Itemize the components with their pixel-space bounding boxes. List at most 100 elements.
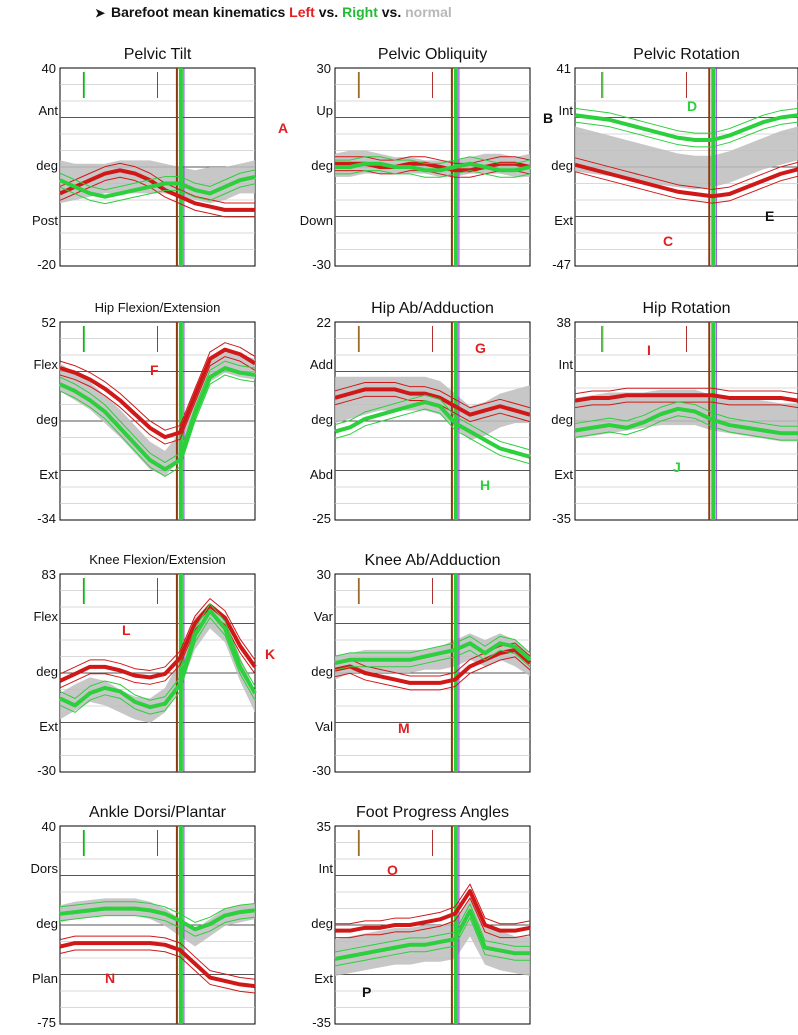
annotation-j: J bbox=[673, 459, 681, 475]
y-axis-label: Up bbox=[316, 102, 333, 118]
left-series-mean-line bbox=[334, 647, 532, 685]
page-header: ➤ Barefoot mean kinematics Left vs. Right… bbox=[95, 4, 452, 26]
left-series-sd-line bbox=[59, 598, 256, 675]
y-axis-label: deg bbox=[551, 412, 573, 427]
header-normal-label: normal bbox=[405, 4, 452, 20]
y-max-label: 41 bbox=[556, 61, 571, 76]
y-axis-label: Post bbox=[31, 213, 58, 229]
right-series-mean-line bbox=[574, 406, 798, 436]
normal-band bbox=[335, 376, 530, 440]
y-min-label: -25 bbox=[312, 511, 331, 526]
right-series-sd-line bbox=[574, 401, 798, 427]
left-series-sd-line bbox=[59, 949, 256, 994]
bullet-arrow-icon: ➤ bbox=[95, 6, 106, 20]
left-series-sd-line bbox=[335, 883, 531, 925]
y-axis-label: Int bbox=[558, 356, 573, 372]
right-series-sd-line bbox=[574, 107, 798, 134]
left-series-sd-line bbox=[574, 387, 798, 395]
y-axis-label: Ext bbox=[39, 719, 58, 735]
annotation-n: N bbox=[105, 970, 116, 986]
y-axis-label: Plan bbox=[31, 971, 58, 987]
right-series-mean-line bbox=[59, 608, 257, 710]
panel-title: Knee Ab/Adduction bbox=[364, 552, 501, 569]
right-series-sd-line bbox=[59, 617, 256, 715]
y-min-label: -35 bbox=[312, 1015, 331, 1030]
y-max-label: 40 bbox=[41, 819, 56, 834]
right-series-sd-line bbox=[59, 360, 256, 463]
y-axis-label: deg bbox=[36, 412, 58, 427]
y-min-label: -75 bbox=[37, 1015, 56, 1030]
left-series-sd-line bbox=[574, 157, 798, 190]
panel-title: Ankle Dorsi/Plantar bbox=[89, 804, 226, 821]
right-series-sd-line bbox=[574, 121, 798, 148]
annotation-l: L bbox=[122, 622, 131, 638]
y-max-label: 38 bbox=[556, 315, 571, 330]
y-min-label: -30 bbox=[37, 763, 56, 778]
right-series-sd-line bbox=[59, 169, 256, 191]
annotation-o: O bbox=[387, 862, 398, 878]
right-series-sd-line bbox=[334, 903, 530, 953]
right-series-sd-line bbox=[59, 901, 256, 923]
header-left-label: Left bbox=[289, 4, 315, 20]
right-series-sd-line bbox=[334, 917, 530, 967]
panel-title: Foot Progress Angles bbox=[356, 804, 509, 821]
y-max-label: 22 bbox=[316, 315, 331, 330]
y-max-label: 30 bbox=[316, 567, 331, 582]
left-series-mean-line bbox=[574, 162, 798, 199]
left-series-sd-line bbox=[59, 342, 256, 431]
left-series-mean-line bbox=[59, 347, 257, 440]
y-axis-label: Flex bbox=[33, 608, 58, 624]
annotation-m: M bbox=[398, 720, 410, 736]
left-series-sd-line bbox=[334, 656, 531, 691]
right-series-sd-line bbox=[59, 374, 256, 477]
y-min-label: -35 bbox=[552, 511, 571, 526]
left-series-mean-line bbox=[574, 393, 798, 403]
right-series-mean-line bbox=[59, 906, 256, 932]
left-series-sd-line bbox=[335, 897, 531, 939]
left-series-sd-line bbox=[335, 156, 531, 164]
y-axis-label: Dors bbox=[30, 860, 58, 876]
right-series-sd-line bbox=[574, 415, 798, 441]
right-series-sd-line bbox=[335, 170, 531, 178]
left-series-sd-line bbox=[59, 356, 256, 445]
right-series-sd-line bbox=[334, 649, 531, 671]
right-series-mean-line bbox=[59, 366, 256, 472]
annotation-e: E bbox=[765, 208, 775, 224]
left-series-mean-line bbox=[59, 603, 257, 683]
header-vs-1: vs. bbox=[314, 4, 343, 20]
right-series-mean-line bbox=[59, 174, 256, 199]
y-axis-label: deg bbox=[311, 158, 333, 173]
y-max-label: 83 bbox=[41, 567, 56, 582]
right-series-mean-line bbox=[574, 113, 798, 142]
right-series-sd-line bbox=[334, 635, 531, 657]
y-axis-label: Int bbox=[318, 860, 333, 876]
y-axis-label: Down bbox=[299, 213, 333, 229]
right-series-mean-line bbox=[334, 641, 532, 666]
panel-title: Hip Rotation bbox=[642, 300, 731, 317]
y-axis-label: Ext bbox=[314, 971, 333, 987]
panel-title: Hip Flexion/Extension bbox=[94, 300, 221, 315]
y-max-label: 52 bbox=[41, 315, 56, 330]
annotation-h: H bbox=[480, 477, 491, 493]
y-max-label: 30 bbox=[316, 61, 331, 76]
panel-title: Hip Ab/Adduction bbox=[371, 300, 494, 317]
left-series-sd-line bbox=[59, 935, 256, 980]
annotation-a: A bbox=[278, 120, 289, 136]
annotation-b: B bbox=[543, 110, 554, 126]
right-series-mean-line bbox=[334, 400, 531, 459]
y-axis-label: Ext bbox=[39, 467, 58, 483]
right-series-mean-line bbox=[335, 161, 531, 173]
left-series-sd-line bbox=[334, 381, 531, 409]
left-series-mean-line bbox=[334, 387, 531, 417]
y-axis-label: deg bbox=[311, 412, 333, 427]
annotation-c: C bbox=[663, 233, 674, 249]
right-series-sd-line bbox=[335, 156, 531, 164]
y-axis-label: Flex bbox=[33, 356, 58, 372]
y-max-label: 40 bbox=[41, 61, 56, 76]
y-axis-label: deg bbox=[36, 158, 58, 173]
y-min-label: -20 bbox=[37, 257, 56, 272]
panel-title: Pelvic Tilt bbox=[123, 46, 192, 63]
panel-title: Pelvic Obliquity bbox=[377, 46, 488, 63]
annotation-i: I bbox=[647, 342, 651, 358]
